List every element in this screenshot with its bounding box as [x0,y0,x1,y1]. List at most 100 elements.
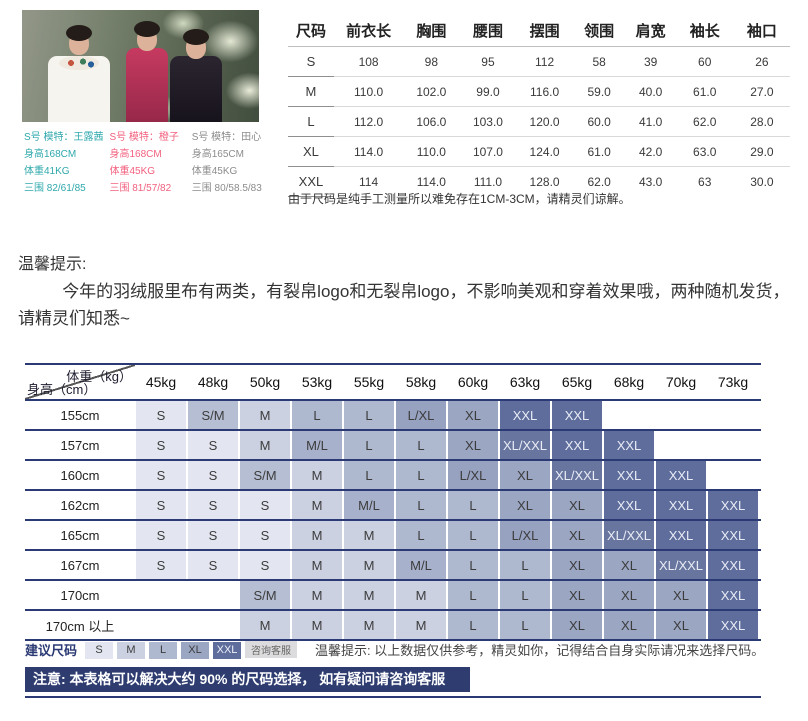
matrix-cell: XXL [708,611,758,639]
measurement-col-header: 摆围 [516,14,573,47]
measurement-cell: 42.0 [625,136,676,167]
matrix-cell: XL [552,551,602,579]
matrix-row: 170cm 以上 M M M M L L XL XL XL XXL [25,611,761,641]
table-row: L 112.0 106.0 103.0 120.0 60.0 41.0 62.0 28.0 [288,106,790,137]
matrix-weight-header: 53kg [301,374,333,390]
table-row: XL 114.0 110.0 107.0 124.0 61.0 42.0 63.0 29.0 [288,136,790,167]
suggest-row: 建议尺码 S M L XL XXL 咨询客服 温馨提示: 以上数据仅供参考，精灵如你，记… [25,640,785,659]
matrix-cell: XL [552,611,602,639]
matrix-cell [708,431,758,459]
model-info-line: S号 模特：橙子 [109,132,179,143]
measurement-cell: 114.0 [416,174,446,189]
matrix-row: 170cm S/M M M M L L XL XL XL XXL [25,581,761,611]
matrix-cell: S [136,431,186,459]
matrix-cell: M [344,521,394,549]
matrix-height-label: 160cm [25,461,135,489]
measurement-cell: 111.0 [473,174,503,189]
matrix-cell [136,611,186,639]
matrix-cell: L [448,491,498,519]
matrix-cell: M [344,611,394,639]
matrix-cell: S [188,521,238,549]
matrix-cell: L [292,401,342,429]
matrix-weight-header: 45kg [145,374,177,390]
matrix-cell: L [344,431,394,459]
measurement-cell: 112.0 [333,106,404,137]
matrix-cell: L [344,461,394,489]
model-info-line: 体重45KG [191,166,238,177]
model-info-column: S号 模特：橙子 身高168CM 体重45KG 三围 81/57/82 [109,129,185,197]
measurement-cell: 114.0 [333,136,404,167]
measurement-col-header: 袖长 [675,14,734,47]
matrix-cell: L [396,431,446,459]
measurement-cell: 59.0 [572,76,626,107]
matrix-cell [188,581,238,609]
matrix-row: 162cm S S S M M/L L L XL XL XXL XXL XXL [25,491,761,521]
measurement-cell: 41.0 [625,106,676,137]
matrix-cell [188,611,238,639]
matrix-cell: XL [500,461,550,489]
matrix-cell: M [292,521,342,549]
model-info-line: 体重45KG [109,166,156,177]
size-legend-chips: S M L XL XXL [85,640,245,659]
contact-service-chip[interactable]: 咨询客服 [245,641,298,658]
matrix-cell: M/L [292,431,342,459]
matrix-weight-header: 55kg [353,374,385,390]
model-figure-pink-dress [126,21,168,122]
matrix-cell: L/XL [448,461,498,489]
measurement-col-header: 领围 [572,14,626,47]
matrix-cell: XXL [708,491,758,519]
model-info-line: S号 模特：田心 [191,132,262,143]
size-label-cell: L [288,106,334,137]
matrix-cell: S [136,461,186,489]
matrix-weight-header: 63kg [509,374,541,390]
model-figure-black-dress [170,29,222,122]
matrix-weight-header: 48kg [197,374,229,390]
measurement-cell: 58 [572,46,626,77]
matrix-cell: XXL [708,581,758,609]
matrix-cell: L [500,581,550,609]
matrix-corner-cell: 体重（kg） 身高（cm） [25,365,135,399]
measurement-cell: 29.0 [733,136,790,167]
matrix-cell: S [188,461,238,489]
matrix-cell: XL [604,581,654,609]
matrix-cell: L [448,581,498,609]
measurement-cell: 62.0 [675,106,734,137]
matrix-cell: M [344,551,394,579]
measurement-cell: 102.0 [403,76,460,107]
measurement-cell: 110.0 [333,76,404,107]
matrix-cell: S/M [188,401,238,429]
matrix-cell: L [448,521,498,549]
matrix-row: 165cm S S S M M L L L/XL XL XL/XXL XXL XXL [25,521,761,551]
measurement-cell: 114 [359,174,379,189]
model-info-column: S号 模特：王露茜 身高168CM 体重41KG 三围 82/61/85 [24,129,103,197]
matrix-cell: L [396,521,446,549]
matrix-cell: XL [604,611,654,639]
matrix-cell: XL [552,491,602,519]
table-row: M 110.0 102.0 99.0 116.0 59.0 40.0 61.0 27.0 [288,76,790,107]
measurement-cell: 112 [516,46,573,77]
measurement-col-header: 尺码 [288,14,334,47]
matrix-cell [708,461,758,489]
measurement-cell: 107.0 [459,136,517,167]
matrix-cell: L [396,491,446,519]
matrix-cell [656,401,706,429]
suggest-tip: 温馨提示: 以上数据仅供参考，精灵如你，记得结合自身实际请况来选择尺码。 [315,643,765,658]
matrix-row: 160cm S S S/M M L L L/XL XL XL/XXL XXL XXL [25,461,761,491]
matrix-cell: S/M [240,581,290,609]
measurement-cell: 60.0 [572,106,626,137]
matrix-cell: XXL [656,521,706,549]
matrix-cell: M [396,611,446,639]
model-info-line: 三围 81/57/82 [109,183,172,194]
model-info-line: 三围 80/58.5/83 [191,183,262,194]
matrix-weight-header: 60kg [457,374,489,390]
height-weight-matrix: 体重（kg） 身高（cm） 45kg 48kg 50kg 53kg 55kg 58kg 60kg… [25,363,761,641]
matrix-cell: XL [604,551,654,579]
matrix-weight-header: 70kg [665,374,697,390]
matrix-height-label: 165cm [25,521,135,549]
measurement-col-header: 袖口 [733,14,790,47]
size-label-cell: M [288,76,334,107]
matrix-cell: S/M [240,461,290,489]
matrix-cell: XXL [604,461,654,489]
measurement-cell: 28.0 [733,106,790,137]
measurement-cell: 26 [733,46,790,77]
